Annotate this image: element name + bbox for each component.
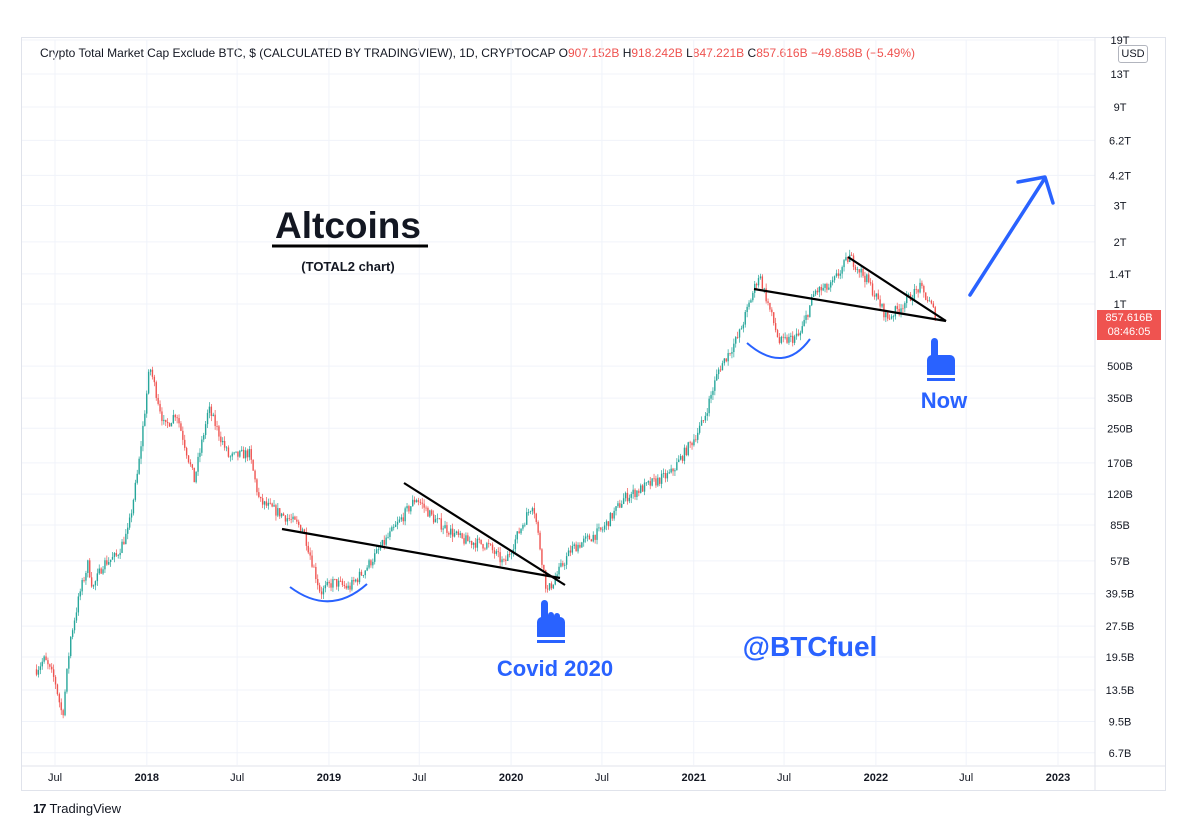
high-label: H: [622, 46, 632, 60]
low-label: L: [686, 46, 693, 60]
footer-brand[interactable]: 17 TradingView: [33, 801, 121, 816]
open-value: 907.152B: [567, 46, 620, 60]
chart-frame: [21, 37, 1166, 791]
low-value: 847.221B: [692, 46, 745, 60]
bar-countdown: 08:46:05: [1107, 326, 1151, 338]
last-price-value: 857.616B: [1105, 312, 1153, 324]
open-label: O: [558, 46, 568, 60]
tradingview-logo-icon: 17: [33, 801, 47, 816]
close-label: C: [747, 46, 757, 60]
symbol-description[interactable]: Crypto Total Market Cap Exclude BTC, $ (…: [40, 46, 556, 60]
symbol-header: Crypto Total Market Cap Exclude BTC, $ (…: [40, 46, 915, 60]
close-value: 857.616B: [756, 46, 808, 60]
high-value: 918.242B: [631, 46, 683, 60]
currency-button[interactable]: USD: [1118, 45, 1148, 63]
brand-name: TradingView: [49, 801, 122, 816]
last-price-tag: 857.616B 08:46:05: [1097, 310, 1161, 340]
change-value: −49.858B (−5.49%): [810, 46, 916, 60]
